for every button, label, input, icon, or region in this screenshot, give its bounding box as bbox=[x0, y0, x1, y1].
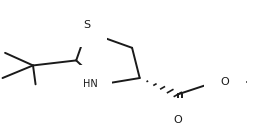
Text: HN: HN bbox=[83, 79, 98, 89]
Text: S: S bbox=[83, 20, 90, 30]
Text: O: O bbox=[220, 77, 229, 87]
Text: O: O bbox=[173, 115, 182, 125]
